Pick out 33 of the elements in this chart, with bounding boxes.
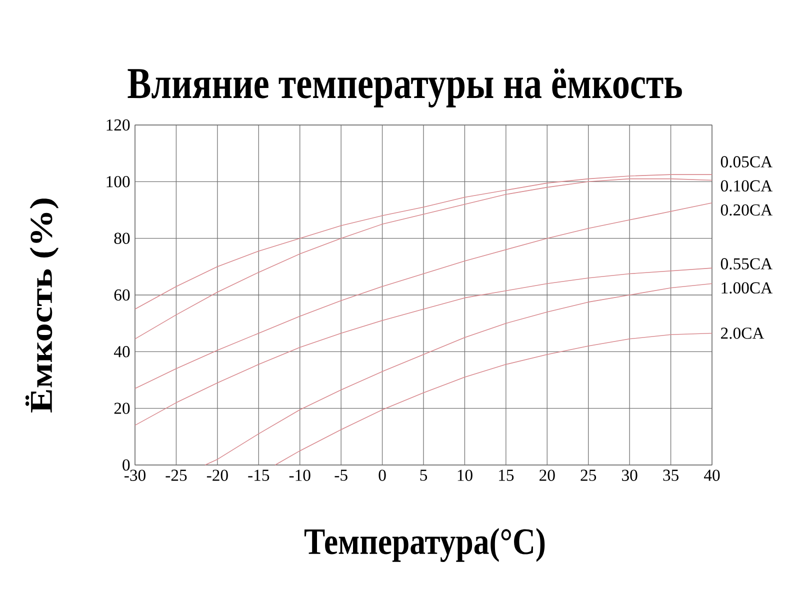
series-label: 0.20CA: [720, 204, 772, 216]
series-label: 2.0CA: [721, 328, 764, 339]
x-tick-label: 40: [704, 470, 720, 481]
x-tick-label: 5: [420, 470, 428, 481]
series-label: 0.55CA: [720, 258, 772, 270]
y-tick-label: 20: [114, 402, 130, 414]
y-tick-label: 120: [106, 119, 130, 131]
y-tick-label: 0: [122, 459, 130, 471]
y-tick-label: 40: [114, 346, 130, 358]
x-tick-label: 30: [622, 470, 638, 481]
x-tick-label: 10: [458, 470, 472, 481]
x-tick-label: 15: [499, 470, 514, 481]
y-tick-label: 80: [114, 232, 130, 244]
x-tick-label: -5: [334, 470, 348, 481]
x-tick-label: -15: [248, 470, 270, 481]
y-axis-title: Ёмкость (%): [25, 198, 59, 412]
x-tick-label: -25: [166, 470, 187, 481]
x-tick-label: 25: [580, 470, 596, 481]
x-tick-label: -30: [124, 470, 146, 481]
x-axis-title: Температура(°C): [304, 528, 545, 562]
x-tick-label: 20: [540, 470, 555, 481]
series-label: 1.00CA: [722, 282, 772, 294]
line-series: [204, 283, 712, 466]
series-label: 0.05CA: [720, 156, 772, 168]
x-tick-label: 0: [378, 470, 386, 481]
x-tick-label: -20: [206, 470, 228, 481]
series-label: 0.10CA: [720, 180, 772, 192]
y-tick-label: 100: [106, 176, 130, 188]
y-tick-label: 60: [114, 289, 130, 301]
x-tick-label: 35: [663, 470, 678, 481]
x-tick-label: -10: [289, 470, 310, 481]
chart-title: Влияние температуры на ёмкость: [128, 68, 682, 108]
line-series: [274, 332, 712, 466]
